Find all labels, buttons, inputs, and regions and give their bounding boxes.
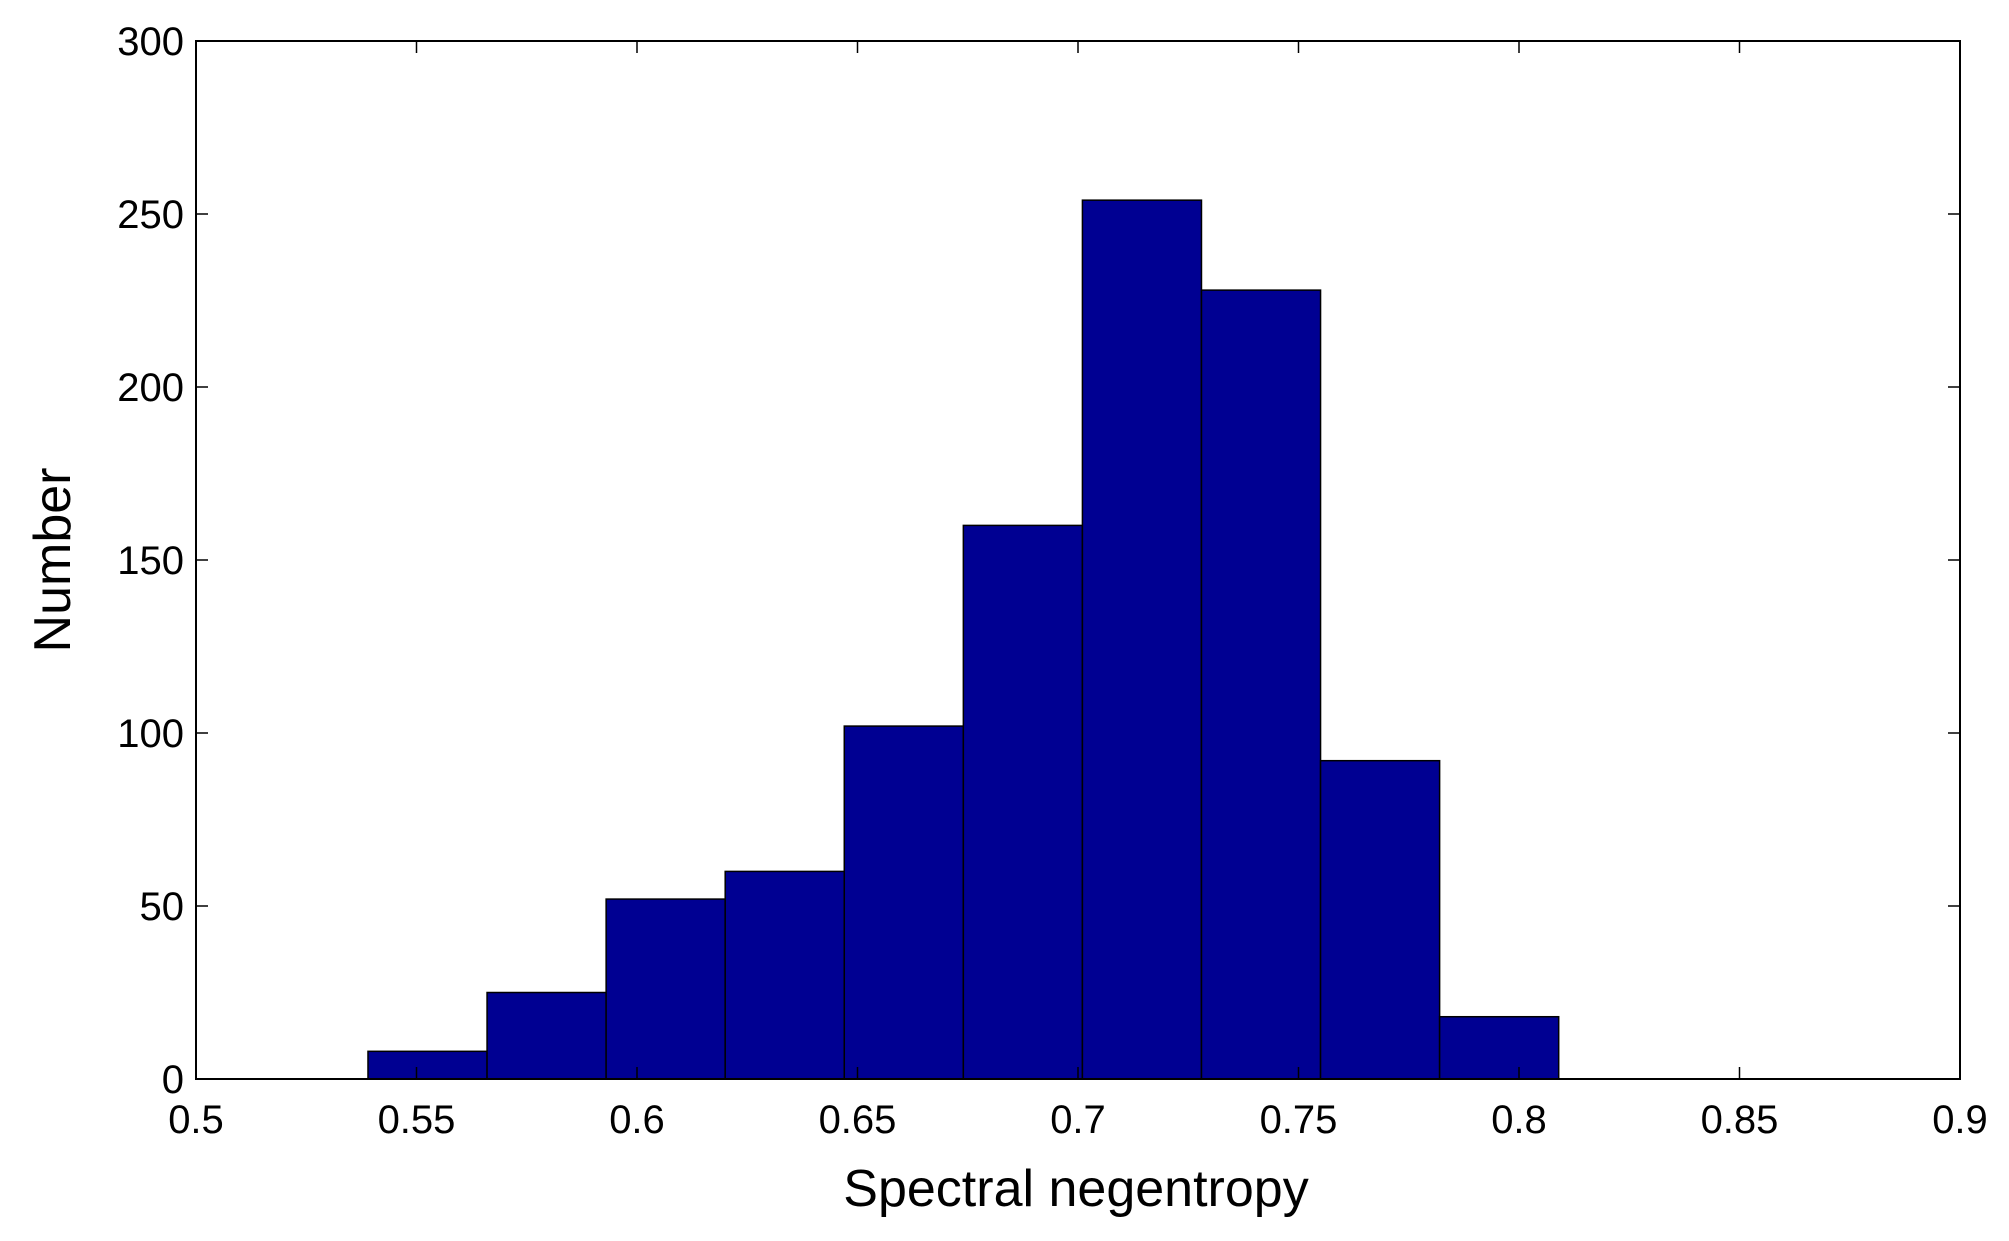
- bars-group: [367, 199, 1560, 1080]
- histogram-bar-4: [724, 870, 846, 1080]
- x-tick-label: 0.5: [168, 1098, 224, 1142]
- histogram-bar-6: [962, 524, 1084, 1080]
- histogram-bar-8: [1200, 289, 1322, 1080]
- histogram-bar-1: [367, 1050, 488, 1080]
- histogram-bar-2: [486, 991, 607, 1080]
- y-tick-label: 250: [117, 193, 184, 237]
- histogram-bar-10: [1438, 1015, 1560, 1080]
- ticks-group: 0.5 0.55 0.6 0.65 0.7 0.75 0.8 0.85 0.9 0 50 100 150…: [117, 20, 1988, 1142]
- y-tick-label: 300: [117, 20, 184, 64]
- x-tick-label: 0.75: [1260, 1098, 1338, 1142]
- x-axis-title: Spectral negentropy: [843, 1160, 1308, 1218]
- histogram-bar-9: [1319, 759, 1441, 1080]
- y-tick-label: 0: [162, 1058, 184, 1102]
- y-axis-title: Number: [24, 468, 82, 653]
- y-tick-label: 100: [117, 712, 184, 756]
- x-tick-label: 0.9: [1932, 1098, 1988, 1142]
- y-tick-label: 200: [117, 366, 184, 410]
- x-tick-label: 0.85: [1701, 1098, 1779, 1142]
- plot-frame: [195, 40, 1961, 1080]
- y-tick-label: 150: [117, 539, 184, 583]
- histogram-bar-7: [1081, 199, 1203, 1080]
- y-tick-label: 50: [140, 885, 185, 929]
- x-tick-label: 0.8: [1491, 1098, 1547, 1142]
- x-tick-label: 0.65: [819, 1098, 897, 1142]
- x-tick-label: 0.55: [378, 1098, 456, 1142]
- histogram-bar-5: [843, 725, 965, 1080]
- x-tick-label: 0.6: [609, 1098, 665, 1142]
- x-tick-label: 0.7: [1050, 1098, 1106, 1142]
- histogram-bar-3: [605, 898, 726, 1080]
